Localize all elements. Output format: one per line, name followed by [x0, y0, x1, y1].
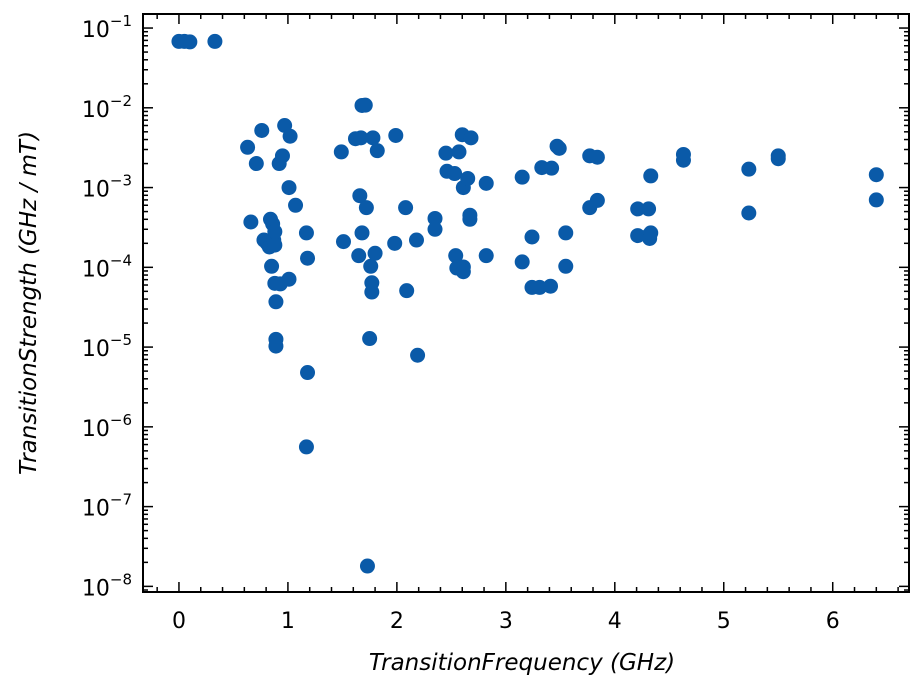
- x-tick-label: 1: [281, 609, 295, 634]
- data-point: [282, 128, 298, 144]
- data-point: [643, 225, 659, 241]
- data-point: [532, 279, 548, 295]
- data-point: [408, 232, 424, 248]
- data-point: [364, 284, 380, 300]
- data-point: [448, 248, 464, 264]
- y-tick-label: 10−8: [82, 570, 132, 601]
- data-point: [243, 214, 259, 230]
- x-axis-label: TransitionFrequency (GHz): [369, 650, 675, 676]
- data-point: [267, 224, 283, 240]
- y-tick-label: 10−6: [82, 411, 132, 442]
- data-point: [524, 229, 540, 245]
- data-point: [427, 210, 443, 226]
- y-tick-label: 10−4: [82, 251, 132, 282]
- data-point: [410, 347, 426, 363]
- data-point: [589, 192, 605, 208]
- data-point: [641, 201, 657, 217]
- x-tick-labels: 0 1 2 3 4 5 6: [172, 609, 840, 634]
- data-point: [352, 188, 368, 204]
- data-point: [558, 258, 574, 274]
- data-point: [298, 225, 314, 241]
- data-point: [357, 97, 373, 113]
- data-point: [268, 294, 284, 310]
- data-point: [333, 144, 349, 160]
- x-tick-label: 6: [826, 609, 840, 634]
- data-point: [353, 130, 369, 146]
- data-point: [248, 156, 264, 172]
- data-point: [630, 228, 646, 244]
- data-point: [388, 127, 404, 143]
- y-tick-label: 10−7: [82, 491, 132, 522]
- data-point: [643, 168, 659, 184]
- y-axis-label: TransitionStrength (GHz / mT): [16, 131, 42, 475]
- data-point: [543, 278, 559, 294]
- data-point: [274, 148, 290, 164]
- x-tick-label: 0: [172, 609, 186, 634]
- data-point: [268, 338, 284, 354]
- data-point: [288, 197, 304, 213]
- y-tick-label: 10−1: [82, 12, 132, 43]
- data-point: [367, 245, 383, 261]
- data-point: [207, 33, 223, 49]
- data-point: [460, 170, 476, 186]
- data-point: [359, 558, 375, 574]
- data-point: [741, 205, 757, 221]
- data-points: [171, 33, 884, 574]
- data-point: [365, 130, 381, 146]
- data-point: [398, 200, 414, 216]
- data-point: [300, 365, 316, 381]
- y-tick-labels: 10−8 10−7 10−6 10−5 10−4 10−3 10−2 10−1: [82, 12, 132, 601]
- data-point: [254, 122, 270, 138]
- plot-frame: [142, 13, 910, 593]
- y-tick-label: 10−2: [82, 92, 132, 123]
- axis-ticks: [143, 14, 909, 592]
- data-point: [478, 175, 494, 191]
- x-tick-label: 4: [608, 609, 622, 634]
- y-tick-label: 10−5: [82, 331, 132, 362]
- data-point: [558, 225, 574, 241]
- data-point: [455, 264, 471, 280]
- data-point: [399, 283, 415, 299]
- data-point: [551, 140, 567, 156]
- data-point: [387, 235, 403, 251]
- data-point: [300, 250, 316, 266]
- data-point: [240, 139, 256, 155]
- data-point: [362, 331, 378, 347]
- data-point: [451, 144, 467, 160]
- data-point: [462, 211, 478, 227]
- data-point: [427, 221, 443, 237]
- data-point: [463, 130, 479, 146]
- data-point: [335, 234, 351, 250]
- x-tick-label: 3: [499, 609, 513, 634]
- data-point: [447, 166, 463, 182]
- data-point: [741, 161, 757, 177]
- data-point: [868, 167, 884, 183]
- data-point: [544, 160, 560, 176]
- data-point: [351, 248, 367, 264]
- data-point: [478, 248, 494, 264]
- x-tick-label: 2: [390, 609, 404, 634]
- data-point: [675, 152, 691, 168]
- data-point: [770, 151, 786, 167]
- data-point: [264, 258, 280, 274]
- data-point: [281, 180, 297, 196]
- data-point: [868, 192, 884, 208]
- data-point: [630, 201, 646, 217]
- data-point: [369, 143, 385, 159]
- data-point: [514, 169, 530, 185]
- data-point: [589, 149, 605, 165]
- data-point: [281, 271, 297, 287]
- data-point: [298, 439, 314, 455]
- data-point: [267, 237, 283, 253]
- x-tick-label: 5: [717, 609, 731, 634]
- data-point: [182, 34, 198, 50]
- data-point: [514, 254, 530, 270]
- data-point: [358, 200, 374, 216]
- data-point: [363, 258, 379, 274]
- data-point: [438, 145, 454, 161]
- y-tick-label: 10−3: [82, 172, 132, 203]
- data-point: [354, 225, 370, 241]
